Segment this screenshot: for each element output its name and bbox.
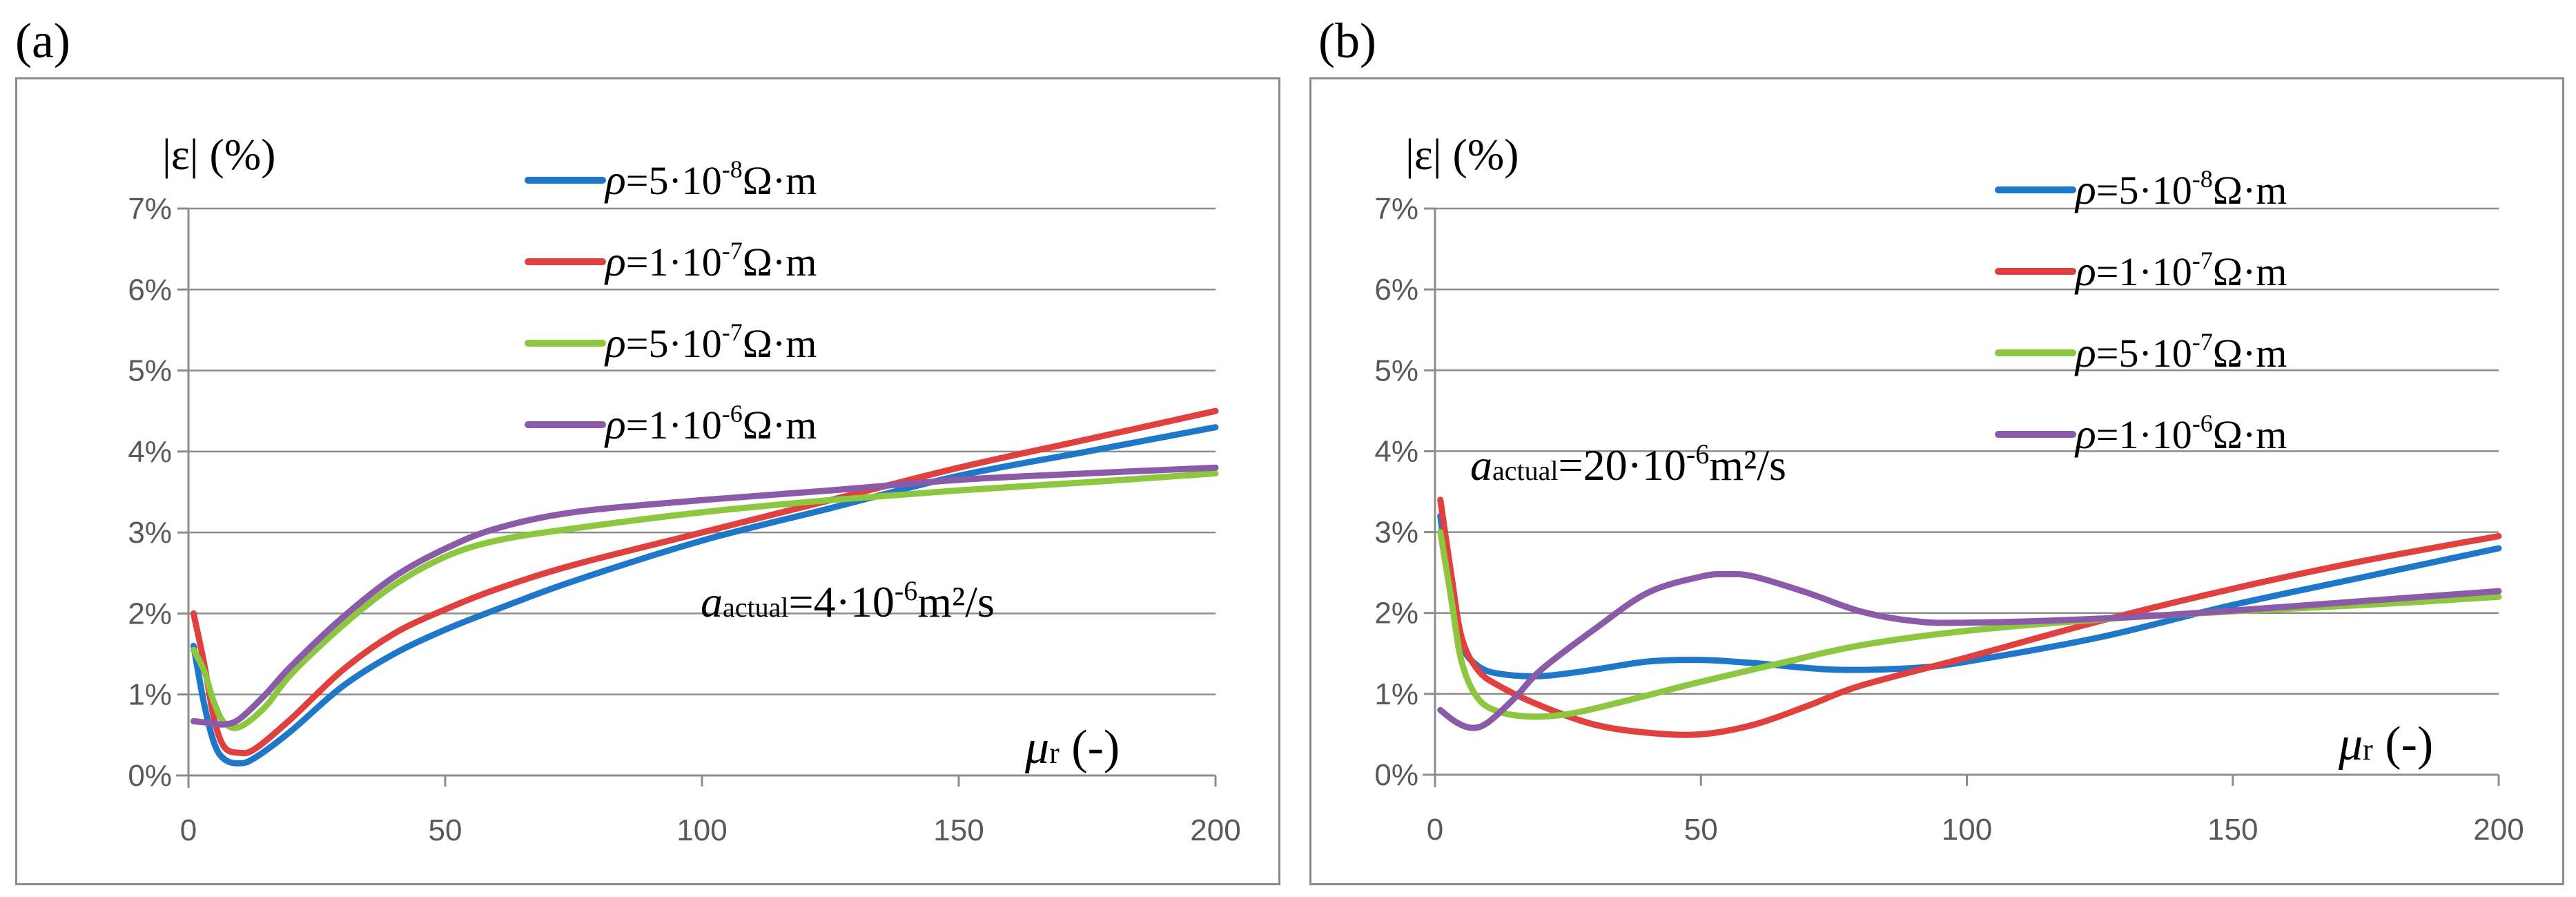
annotation-a-tail: m²/s bbox=[917, 577, 995, 626]
y-tick-label-a-6: 6% bbox=[128, 273, 172, 307]
y-tick-label-b-4: 4% bbox=[1374, 434, 1418, 468]
y-tick-label-a-2: 2% bbox=[128, 597, 172, 630]
legend-label-b-3: ρ=1·10-6Ω·m bbox=[2074, 409, 2287, 458]
y-tick-label-b-6: 6% bbox=[1374, 273, 1418, 307]
chart-b: 0% 1% 2% 3% 4% 5% 6% 7% 0 50 100 150 200 |ε| (%) ρ=5… bbox=[1374, 130, 2524, 847]
legend-label-a-2: ρ=5·10-7Ω·m bbox=[604, 318, 817, 367]
legend-label-b-1: ρ=1·10-7Ω·m bbox=[2074, 247, 2287, 295]
y-tick-label-a-5: 5% bbox=[128, 354, 172, 388]
legend-label-a-3: ρ=1·10-6Ω·m bbox=[604, 400, 817, 448]
x-axis-label-a-unit: (-) bbox=[1060, 721, 1120, 774]
x-axis-label-b: μr (-) bbox=[2338, 717, 2433, 771]
x-tick-label-b-0: 0 bbox=[1427, 813, 1443, 847]
panel-a-frame: 0% 1% 2% 3% 4% 5% 6% 7% 0 50 100 150 200 |ε| (%) ρ=5… bbox=[15, 77, 1280, 885]
chart-a: 0% 1% 2% 3% 4% 5% 6% 7% 0 50 100 150 200 |ε| (%) ρ=5… bbox=[128, 130, 1240, 847]
series-line-a-1 bbox=[190, 407, 1219, 757]
series-line-a-3 bbox=[190, 464, 1219, 728]
y-tick-label-b-1: 1% bbox=[1374, 677, 1418, 711]
annotation-a-sym: a bbox=[701, 577, 723, 626]
panel-a-label: (a) bbox=[15, 13, 70, 68]
x-tick-label-a-1: 50 bbox=[429, 813, 462, 847]
x-tick-label-b-4: 200 bbox=[2473, 813, 2524, 847]
annotation-a: aactual=4·10-6m²/s bbox=[701, 575, 995, 626]
legend-label-b-2: ρ=5·10-7Ω·m bbox=[2074, 328, 2287, 376]
annotation-b: aactual=20·10-6m²/s bbox=[1470, 438, 1786, 490]
y-axis-label-b: |ε| (%) bbox=[1405, 130, 1519, 179]
x-tick-label-a-0: 0 bbox=[180, 813, 197, 847]
legend-label-a-0: ρ=5·10-8Ω·m bbox=[604, 155, 817, 204]
y-tick-label-a-1: 1% bbox=[128, 678, 172, 712]
y-tick-label-b-7: 7% bbox=[1374, 192, 1418, 226]
annotation-a-sub: actual bbox=[723, 592, 789, 623]
x-tick-label-b-3: 150 bbox=[2207, 813, 2258, 847]
x-axis-label-b-sym: μ bbox=[2338, 717, 2363, 771]
annotation-b-sup: -6 bbox=[1686, 438, 1709, 470]
panel-b-frame: 0% 1% 2% 3% 4% 5% 6% 7% 0 50 100 150 200 |ε| (%) ρ=5… bbox=[1309, 77, 2564, 885]
annotation-a-sup: -6 bbox=[895, 575, 917, 606]
legend-b: ρ=5·10-8Ω·m ρ=1·10-7Ω·m ρ=5·10-7Ω·m ρ=1·10-… bbox=[1995, 165, 2287, 458]
y-tick-label-b-2: 2% bbox=[1374, 597, 1418, 630]
y-tick-label-b-5: 5% bbox=[1374, 354, 1418, 387]
x-axis-label-b-sub: r bbox=[2363, 733, 2373, 766]
y-tick-label-a-7: 7% bbox=[128, 192, 172, 226]
x-axis-label-a-sym: μ bbox=[1024, 721, 1049, 774]
series-line-b-0 bbox=[1437, 512, 2502, 679]
legend-label-a-1: ρ=1·10-7Ω·m bbox=[604, 237, 817, 285]
series-line-b-3 bbox=[1437, 570, 2502, 731]
y-tick-label-a-0: 0% bbox=[128, 759, 172, 793]
x-tick-label-b-1: 50 bbox=[1684, 813, 1718, 847]
x-axis-label-a-sub: r bbox=[1049, 736, 1060, 770]
annotation-b-text: =20·10 bbox=[1559, 441, 1686, 490]
y-axis-label-a: |ε| (%) bbox=[162, 130, 275, 179]
annotation-a-text: =4·10 bbox=[789, 577, 895, 626]
legend-label-b-0: ρ=5·10-8Ω·m bbox=[2074, 165, 2287, 213]
panel-b-label: (b) bbox=[1318, 13, 1376, 68]
x-tick-label-a-2: 100 bbox=[676, 813, 727, 847]
x-axis-label-a: μr (-) bbox=[1024, 721, 1120, 774]
y-tick-label-a-3: 3% bbox=[128, 516, 172, 550]
y-tick-label-a-4: 4% bbox=[128, 435, 172, 469]
x-axis-label-b-unit: (-) bbox=[2373, 717, 2433, 771]
x-tick-label-a-4: 200 bbox=[1190, 813, 1240, 847]
x-tick-label-b-2: 100 bbox=[1942, 813, 1992, 847]
x-tick-label-a-3: 150 bbox=[933, 813, 984, 847]
annotation-b-sub: actual bbox=[1492, 455, 1559, 486]
y-tick-label-b-0: 0% bbox=[1374, 758, 1418, 792]
legend-a: ρ=5·10-8Ω·m ρ=1·10-7Ω·m ρ=5·10-7Ω·m ρ=1·10-… bbox=[525, 155, 817, 448]
y-tick-label-b-3: 3% bbox=[1374, 516, 1418, 550]
series-line-b-1 bbox=[1437, 496, 2502, 738]
annotation-b-sym: a bbox=[1470, 441, 1492, 490]
annotation-b-tail: m²/s bbox=[1709, 441, 1786, 490]
